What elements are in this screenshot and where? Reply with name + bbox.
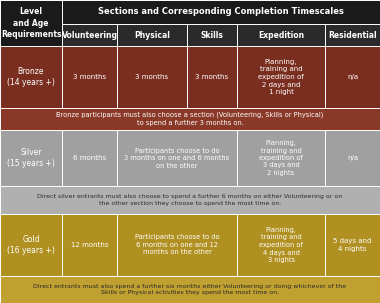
Text: 3 months: 3 months <box>73 74 106 80</box>
Text: Planning,
training and
expedition of
3 days and
2 nights: Planning, training and expedition of 3 d… <box>259 140 303 176</box>
Text: Expedition: Expedition <box>258 31 304 39</box>
Text: Direct silver entrants must also choose to spend a further 6 months on either Vo: Direct silver entrants must also choose … <box>37 195 343 206</box>
Bar <box>0 0 62 46</box>
Bar <box>62 214 117 276</box>
Text: Skills: Skills <box>201 31 223 39</box>
Bar <box>0 108 380 130</box>
Text: Physical: Physical <box>134 31 170 39</box>
Bar <box>237 214 325 276</box>
Text: 3 months: 3 months <box>135 74 169 80</box>
Text: Level
and Age
Requirements: Level and Age Requirements <box>1 7 61 38</box>
Bar <box>62 130 117 186</box>
Bar <box>62 46 117 108</box>
Bar <box>237 130 325 186</box>
Text: 3 months: 3 months <box>195 74 228 80</box>
Bar <box>0 186 380 214</box>
Bar <box>62 24 117 46</box>
Text: 5 days and
4 nights: 5 days and 4 nights <box>333 238 372 252</box>
Bar <box>325 46 380 108</box>
Bar <box>0 214 62 276</box>
Bar <box>0 130 62 186</box>
Text: Bronze participants must also choose a section (Volunteering, Skills or Physical: Bronze participants must also choose a s… <box>56 112 324 126</box>
Bar <box>325 214 380 276</box>
Text: Participants choose to do
3 months on one and 6 months
on the other: Participants choose to do 3 months on on… <box>124 148 230 168</box>
Bar <box>187 24 237 46</box>
Bar <box>237 24 325 46</box>
Text: Sections and Corresponding Completion Timescales: Sections and Corresponding Completion Ti… <box>98 8 344 16</box>
Text: Direct entrants must also spend a further six months either Volunteering or doin: Direct entrants must also spend a furthe… <box>33 284 347 295</box>
Text: Silver
(15 years +): Silver (15 years +) <box>7 148 55 168</box>
Bar <box>117 130 237 186</box>
Bar <box>117 46 187 108</box>
Text: 6 months: 6 months <box>73 155 106 161</box>
Text: Planning,
training and
expedition of
4 days and
3 nights: Planning, training and expedition of 4 d… <box>259 227 303 263</box>
Bar <box>325 130 380 186</box>
Bar <box>62 0 380 24</box>
Bar <box>187 46 237 108</box>
Text: n/a: n/a <box>347 155 358 161</box>
Text: n/a: n/a <box>347 74 358 80</box>
Text: Residential: Residential <box>328 31 377 39</box>
Text: Participants choose to do
6 months on one and 12
months on the other: Participants choose to do 6 months on on… <box>135 235 219 255</box>
Bar <box>0 46 62 108</box>
Bar <box>117 214 237 276</box>
Bar <box>325 24 380 46</box>
Text: Bronze
(14 years +): Bronze (14 years +) <box>7 67 55 87</box>
Bar <box>237 46 325 108</box>
Text: 12 months: 12 months <box>71 242 108 248</box>
Text: Gold
(16 years +): Gold (16 years +) <box>7 235 55 255</box>
Text: Planning,
training and
expedition of
2 days and
1 night: Planning, training and expedition of 2 d… <box>258 59 304 95</box>
Text: Volunteering: Volunteering <box>62 31 117 39</box>
Bar <box>117 24 187 46</box>
Bar <box>0 276 380 303</box>
